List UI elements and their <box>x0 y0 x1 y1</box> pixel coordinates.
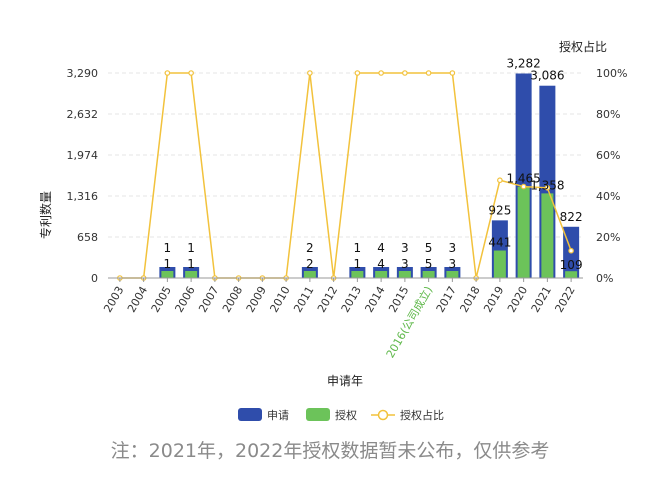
y-right-tick-label: 100% <box>596 67 627 80</box>
y-tick-label: 2,632 <box>67 108 99 121</box>
ratio-point <box>188 70 194 76</box>
x-tick-label: 2007 <box>196 284 221 315</box>
x-tick-label: 2010 <box>267 284 292 315</box>
legend-ratio-label: 授权占比 <box>400 408 444 422</box>
y-right-tick-label: 20% <box>596 231 620 244</box>
bar-grant <box>565 271 578 278</box>
label-grant: 5 <box>425 257 433 271</box>
x-tick-label: 2004 <box>125 284 150 315</box>
x-tick-label: 2011 <box>291 284 316 315</box>
ratio-point <box>497 177 503 184</box>
legend-apply-swatch <box>238 408 262 421</box>
bar-grant <box>375 271 388 278</box>
bar-grant <box>351 271 364 278</box>
label-apply: 822 <box>560 210 583 224</box>
label-apply: 5 <box>425 241 433 255</box>
bar-grant <box>303 271 316 278</box>
ratio-line-path <box>119 72 572 279</box>
bar-grant <box>517 186 530 278</box>
label-grant: 3 <box>401 257 409 271</box>
x-tick-label: 2017 <box>434 284 459 315</box>
label-apply: 1 <box>164 241 172 255</box>
y-right-tick-label: 80% <box>596 108 620 121</box>
bar-grant <box>161 271 174 278</box>
x-tick-label: 2019 <box>481 284 506 315</box>
label-grant: 1,358 <box>530 178 564 192</box>
legend-ratio-marker <box>377 409 389 421</box>
label-grant: 3 <box>449 257 457 271</box>
legend-apply-label: 申请 <box>267 409 289 422</box>
x-tick-label: 2003 <box>101 284 126 315</box>
x-tick-label: 2021 <box>529 284 554 315</box>
x-tick-label: 2014 <box>362 284 387 315</box>
x-tick-label: 2015 <box>386 284 411 315</box>
bar-grant <box>446 271 459 278</box>
ratio-point <box>354 70 361 76</box>
y-axis-title: 专利数量 <box>38 191 53 239</box>
y-tick-label: 3,290 <box>67 67 99 80</box>
y-tick-label: 1,316 <box>67 190 99 203</box>
label-apply: 3,282 <box>506 56 540 70</box>
ratio-point <box>544 185 551 191</box>
ratio-point <box>164 70 171 76</box>
label-apply: 1 <box>187 241 195 255</box>
label-apply: 4 <box>377 241 385 255</box>
y-tick-label: 658 <box>77 231 98 244</box>
gridlines <box>108 72 583 238</box>
label-grant: 441 <box>488 236 511 250</box>
label-grant: 2 <box>306 257 314 271</box>
legend: 申请 授权 授权占比 <box>238 408 444 422</box>
x-tick-label: 2006 <box>172 284 197 315</box>
label-apply: 2 <box>306 241 314 255</box>
bar-grant <box>493 250 506 278</box>
y-tick-label: 0 <box>91 272 98 285</box>
x-tick-label: 2013 <box>339 284 364 315</box>
bar-grant <box>541 193 554 278</box>
ratio-point <box>402 70 408 76</box>
label-grant: 4 <box>377 257 385 271</box>
x-tick-label: 2022 <box>552 284 577 315</box>
label-grant: 1 <box>187 257 195 271</box>
x-tick-label: 2018 <box>457 284 482 315</box>
label-apply: 3 <box>401 241 409 255</box>
label-grant: 1 <box>354 257 362 271</box>
x-tick-label: 2008 <box>220 284 245 315</box>
label-grant: 1 <box>164 257 172 271</box>
ratio-point <box>520 183 527 190</box>
label-grant: 1,465 <box>506 172 540 186</box>
bar-grant <box>185 271 198 278</box>
ratio-point <box>307 70 313 76</box>
label-apply: 925 <box>488 203 511 217</box>
x-tick-label: 2005 <box>149 284 174 315</box>
label-apply: 3 <box>449 241 457 255</box>
x-tick-label: 2020 <box>505 284 530 315</box>
y-right-tick-label: 60% <box>596 149 620 162</box>
ratio-point <box>425 70 432 76</box>
footnote: 注：2021年，2022年授权数据暂未公布，仅供参考 <box>110 440 550 462</box>
x-axis-title: 申请年 <box>327 374 363 388</box>
bar-grant <box>422 271 435 278</box>
x-tick-label: 2012 <box>315 284 340 315</box>
y-right-tick-label: 0% <box>596 272 613 285</box>
x-tick-label: 2016(公司成立) <box>383 284 435 361</box>
ratio-point <box>449 70 456 76</box>
legend-grant-swatch <box>306 408 330 421</box>
y-tick-label: 1,974 <box>67 149 99 162</box>
x-tick-label: 2009 <box>244 284 269 315</box>
label-grant: 109 <box>560 258 583 272</box>
legend-grant-label: 授权 <box>335 408 357 422</box>
label-apply: 3,086 <box>530 69 564 83</box>
ratio-point <box>378 70 384 76</box>
bar-grant <box>398 271 411 278</box>
y-right-tick-label: 40% <box>596 190 620 203</box>
right-axis-title: 授权占比 <box>559 39 607 54</box>
label-apply: 1 <box>354 241 362 255</box>
ratio-point <box>568 247 574 254</box>
